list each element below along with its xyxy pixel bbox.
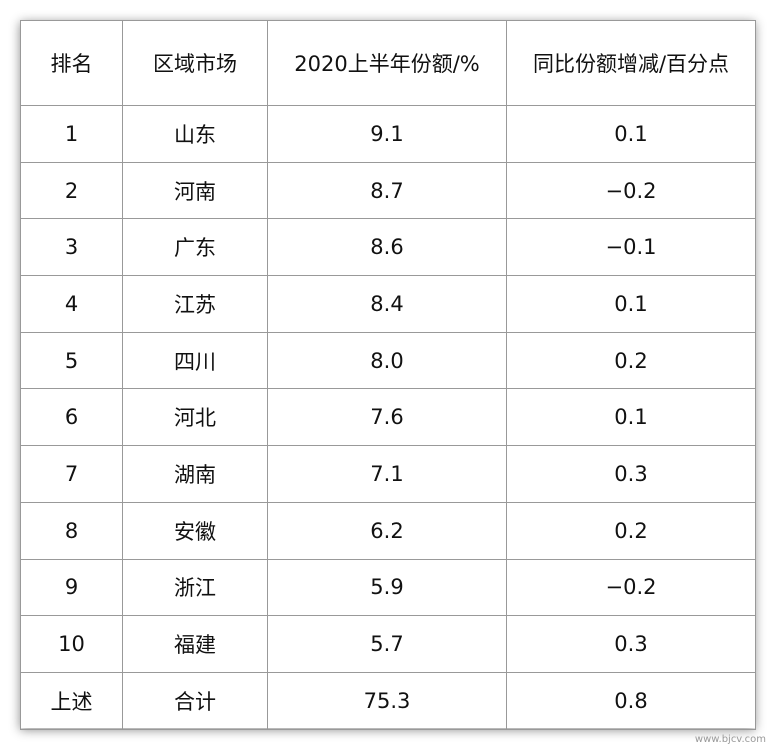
table-row: 1 山东 9.1 0.1 bbox=[20, 105, 756, 163]
header-cell: 同比份额增减/百分点 bbox=[506, 20, 756, 106]
header-cell: 区域市场 bbox=[122, 20, 268, 106]
table-row: 6 河北 7.6 0.1 bbox=[20, 388, 756, 447]
table-cell: 山东 bbox=[122, 105, 268, 163]
table-cell: 安徽 bbox=[122, 501, 268, 560]
table-cell: 浙江 bbox=[122, 558, 268, 617]
table-cell: 江苏 bbox=[122, 275, 268, 333]
header-cell: 2020上半年份额/% bbox=[267, 20, 507, 106]
header-cell: 排名 bbox=[20, 20, 123, 106]
table-row: 9 浙江 5.9 −0.2 bbox=[20, 558, 756, 617]
table-cell: 8.4 bbox=[267, 275, 507, 333]
table-row: 5 四川 8.0 0.2 bbox=[20, 331, 756, 390]
table-cell: 0.2 bbox=[506, 331, 756, 390]
table-cell: 5 bbox=[20, 331, 123, 390]
table-row: 3 广东 8.6 −0.1 bbox=[20, 218, 756, 277]
table-cell: 0.1 bbox=[506, 388, 756, 447]
table-row: 7 湖南 7.1 0.3 bbox=[20, 445, 756, 503]
table-card: 排名 区域市场 2020上半年份额/% 同比份额增减/百分点 1 山东 9.1 0.1 2 河南… bbox=[20, 20, 756, 730]
table-cell: 河北 bbox=[122, 388, 268, 447]
ranking-table: 排名 区域市场 2020上半年份额/% 同比份额增减/百分点 1 山东 9.1 0.1 2 河南… bbox=[20, 20, 756, 730]
table-row: 10 福建 5.7 0.3 bbox=[20, 615, 756, 673]
table-cell: 8.7 bbox=[267, 161, 507, 220]
table-cell: 6 bbox=[20, 388, 123, 447]
table-cell: 0.3 bbox=[506, 615, 756, 673]
table-cell: 5.9 bbox=[267, 558, 507, 617]
table-cell: 4 bbox=[20, 275, 123, 333]
table-cell: 8 bbox=[20, 501, 123, 560]
table-cell: 0.8 bbox=[506, 671, 756, 730]
table-cell: 合计 bbox=[122, 671, 268, 730]
watermark: www.bjcv.com bbox=[694, 734, 766, 745]
table-cell: −0.2 bbox=[506, 161, 756, 220]
table-cell: 9 bbox=[20, 558, 123, 617]
table-cell: 75.3 bbox=[267, 671, 507, 730]
table-cell: 8.6 bbox=[267, 218, 507, 277]
table-cell: 7.6 bbox=[267, 388, 507, 447]
table-cell: 0.1 bbox=[506, 105, 756, 163]
table-row: 2 河南 8.7 −0.2 bbox=[20, 161, 756, 220]
table-cell: 0.3 bbox=[506, 445, 756, 503]
table-cell: 7.1 bbox=[267, 445, 507, 503]
table-cell: 广东 bbox=[122, 218, 268, 277]
table-cell: 6.2 bbox=[267, 501, 507, 560]
table-cell: 1 bbox=[20, 105, 123, 163]
table-row: 上述 合计 75.3 0.8 bbox=[20, 671, 756, 730]
table-cell: 0.1 bbox=[506, 275, 756, 333]
table-cell: 福建 bbox=[122, 615, 268, 673]
table-cell: 10 bbox=[20, 615, 123, 673]
table-cell: 5.7 bbox=[267, 615, 507, 673]
table-cell: 0.2 bbox=[506, 501, 756, 560]
header-row: 排名 区域市场 2020上半年份额/% 同比份额增减/百分点 bbox=[20, 20, 756, 106]
table-cell: 上述 bbox=[20, 671, 123, 730]
table-cell: 四川 bbox=[122, 331, 268, 390]
table-cell: 湖南 bbox=[122, 445, 268, 503]
table-cell: 9.1 bbox=[267, 105, 507, 163]
table-row: 4 江苏 8.4 0.1 bbox=[20, 275, 756, 333]
table-cell: −0.2 bbox=[506, 558, 756, 617]
table-cell: 8.0 bbox=[267, 331, 507, 390]
table-row: 8 安徽 6.2 0.2 bbox=[20, 501, 756, 560]
table-cell: 河南 bbox=[122, 161, 268, 220]
table-cell: 7 bbox=[20, 445, 123, 503]
table-cell: 3 bbox=[20, 218, 123, 277]
table-cell: 2 bbox=[20, 161, 123, 220]
table-body: 1 山东 9.1 0.1 2 河南 8.7 −0.2 3 广东 8.6 −0.1 4 江苏 8.4 0.1 5 四… bbox=[20, 105, 756, 730]
table-cell: −0.1 bbox=[506, 218, 756, 277]
